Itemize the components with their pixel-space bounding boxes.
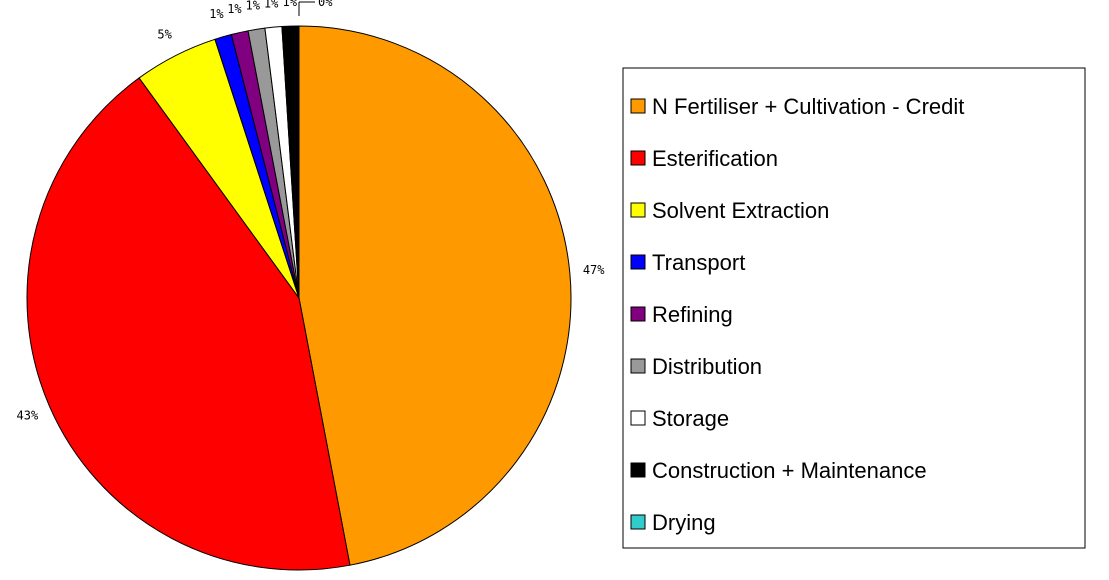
data-label: 1% (245, 0, 260, 13)
legend-label: Construction + Maintenance (652, 458, 927, 483)
data-label: 1% (282, 0, 297, 9)
legend-label: Transport (652, 250, 745, 275)
data-label: 1% (209, 7, 224, 21)
legend-label: N Fertiliser + Cultivation - Credit (652, 94, 964, 119)
legend-label: Drying (652, 510, 716, 535)
legend-label: Esterification (652, 146, 778, 171)
legend-swatch (630, 462, 646, 478)
legend-swatch (630, 254, 646, 270)
legend-swatch (630, 150, 646, 166)
pie-slice (26, 77, 351, 571)
legend-label: Distribution (652, 354, 762, 379)
data-label: 1% (264, 0, 279, 10)
pie-slice (298, 25, 572, 566)
legend-swatch (630, 514, 646, 530)
legend-box (622, 67, 1086, 549)
legend-swatch (630, 410, 646, 426)
legend-label: Solvent Extraction (652, 198, 829, 223)
data-label: 0% (318, 0, 333, 9)
legend-swatch (630, 202, 646, 218)
data-label: 43% (17, 409, 39, 423)
legend-label: Storage (652, 406, 729, 431)
legend-swatch (630, 358, 646, 374)
data-label: 5% (157, 27, 172, 41)
data-label: 1% (227, 2, 242, 16)
legend-swatch (630, 306, 646, 322)
data-label: 47% (583, 263, 605, 277)
legend-swatch (630, 98, 646, 114)
legend-label: Refining (652, 302, 733, 327)
